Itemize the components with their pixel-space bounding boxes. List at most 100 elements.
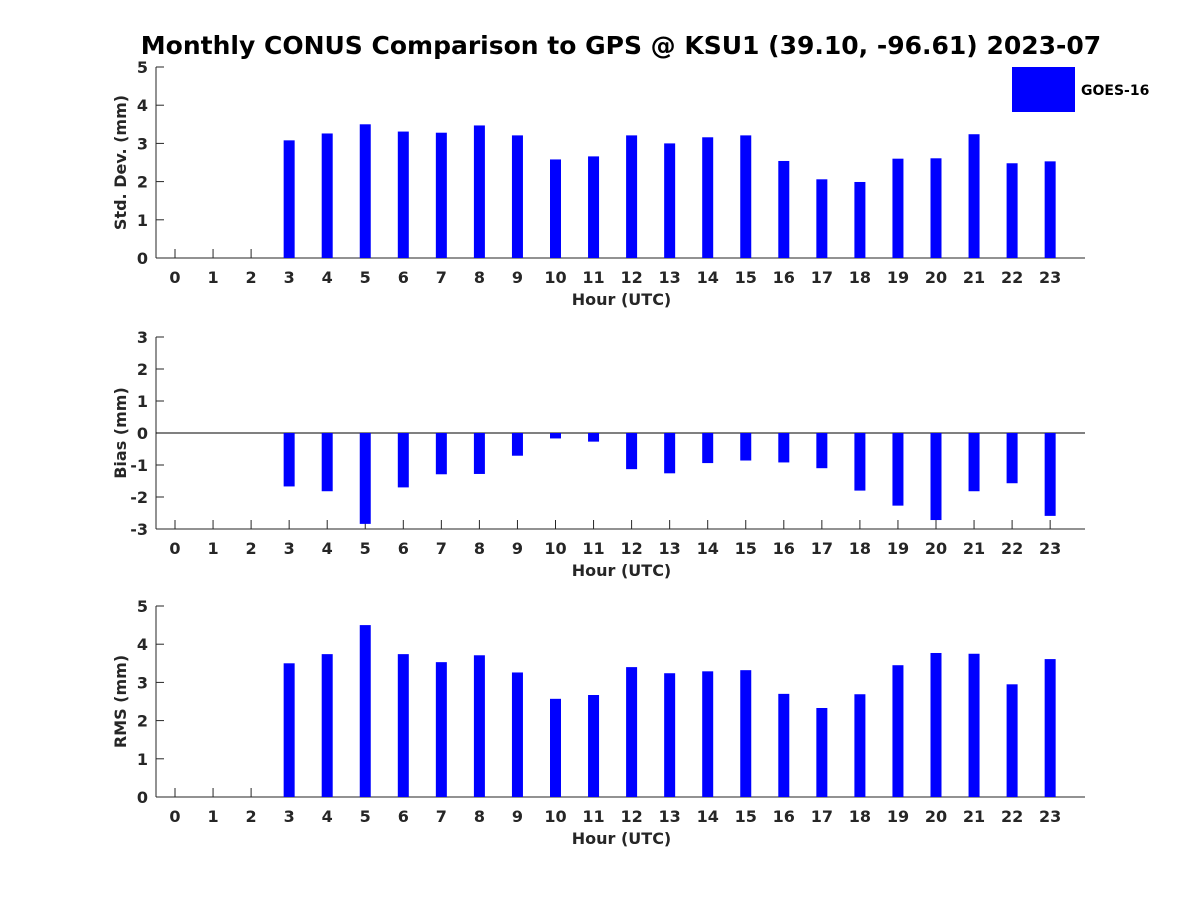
x-tick-label: 15 — [735, 807, 757, 826]
x-tick-label: 12 — [620, 807, 642, 826]
x-tick-label: 12 — [620, 539, 642, 558]
x-tick-label: 20 — [925, 268, 947, 287]
x-tick-label: 3 — [284, 539, 295, 558]
bar — [930, 652, 942, 797]
x-tick-label: 1 — [207, 539, 218, 558]
x-tick-label: 7 — [436, 807, 447, 826]
bar — [550, 433, 561, 439]
x-tick-label: 6 — [398, 807, 409, 826]
y-tick-label: -2 — [130, 488, 148, 507]
x-tick-label: 22 — [1001, 268, 1023, 287]
y-tick-label: 3 — [137, 134, 148, 153]
bar — [930, 433, 942, 521]
x-tick-label: 2 — [246, 268, 257, 287]
bar — [816, 433, 828, 469]
bar — [435, 662, 447, 797]
bar — [397, 433, 409, 488]
bar — [1006, 163, 1018, 258]
x-tick-label: 13 — [659, 268, 681, 287]
bar — [892, 665, 904, 797]
bar — [1006, 433, 1018, 484]
x-tick-label: 18 — [849, 807, 871, 826]
x-tick-label: 7 — [436, 268, 447, 287]
bar — [664, 673, 676, 797]
chart-title: Monthly CONUS Comparison to GPS @ KSU1 (… — [141, 31, 1101, 60]
y-tick-label: 5 — [137, 597, 148, 616]
legend-label: GOES-16 — [1081, 83, 1149, 99]
y-tick-label: 4 — [137, 96, 148, 115]
y-tick-label: 1 — [137, 750, 148, 769]
bar — [321, 433, 333, 492]
x-tick-label: 1 — [207, 807, 218, 826]
bar — [816, 707, 828, 797]
x-tick-label: 10 — [544, 539, 566, 558]
x-tick-label: 6 — [398, 268, 409, 287]
x-tick-label: 5 — [360, 807, 371, 826]
x-tick-label: 14 — [697, 268, 719, 287]
bar — [511, 672, 523, 797]
x-tick-label: 17 — [811, 807, 833, 826]
x-tick-label: 15 — [735, 268, 757, 287]
bar — [1044, 161, 1056, 258]
x-tick-label: 5 — [360, 268, 371, 287]
y-tick-label: 5 — [137, 58, 148, 77]
bar — [664, 143, 676, 258]
y-axis-label: RMS (mm) — [111, 655, 130, 748]
x-tick-label: 15 — [735, 539, 757, 558]
x-tick-label: 16 — [773, 807, 795, 826]
x-tick-label: 9 — [512, 268, 523, 287]
bar — [740, 670, 752, 797]
bar — [588, 433, 600, 442]
bar — [397, 131, 409, 258]
bar — [968, 134, 980, 258]
bar — [397, 654, 409, 797]
x-tick-label: 1 — [207, 268, 218, 287]
y-tick-label: 1 — [137, 392, 148, 411]
x-tick-label: 8 — [474, 268, 485, 287]
bar — [283, 663, 295, 797]
x-tick-label: 21 — [963, 268, 985, 287]
bar — [626, 135, 638, 258]
bar — [892, 433, 904, 506]
bar — [435, 132, 447, 258]
y-tick-label: 3 — [137, 328, 148, 347]
bar — [321, 654, 333, 797]
x-tick-label: 21 — [963, 807, 985, 826]
bar — [511, 433, 523, 456]
bar — [550, 159, 561, 258]
x-tick-label: 18 — [849, 539, 871, 558]
x-axis-label: Hour (UTC) — [572, 561, 672, 580]
x-axis-label: Hour (UTC) — [572, 290, 672, 309]
x-tick-label: 9 — [512, 807, 523, 826]
bar — [1044, 659, 1056, 797]
bar — [473, 125, 485, 258]
y-tick-label: 0 — [137, 424, 148, 443]
bar — [778, 433, 790, 463]
x-tick-label: 20 — [925, 807, 947, 826]
x-tick-label: 18 — [849, 268, 871, 287]
x-tick-label: 23 — [1039, 268, 1061, 287]
y-tick-label: 4 — [137, 635, 148, 654]
x-tick-label: 11 — [582, 268, 604, 287]
x-tick-label: 17 — [811, 268, 833, 287]
x-tick-label: 22 — [1001, 807, 1023, 826]
bar — [283, 140, 295, 258]
bar — [473, 655, 485, 797]
bar — [664, 433, 676, 474]
y-tick-label: 3 — [137, 673, 148, 692]
x-tick-label: 13 — [659, 807, 681, 826]
x-tick-label: 3 — [284, 807, 295, 826]
legend: GOES-16 — [1012, 67, 1149, 112]
x-tick-label: 2 — [246, 807, 257, 826]
bar — [854, 181, 866, 258]
legend-swatch — [1012, 67, 1075, 112]
bar — [968, 653, 980, 797]
x-tick-label: 4 — [322, 539, 333, 558]
bar — [626, 667, 638, 797]
x-tick-label: 7 — [436, 539, 447, 558]
x-tick-label: 3 — [284, 268, 295, 287]
x-tick-label: 17 — [811, 539, 833, 558]
